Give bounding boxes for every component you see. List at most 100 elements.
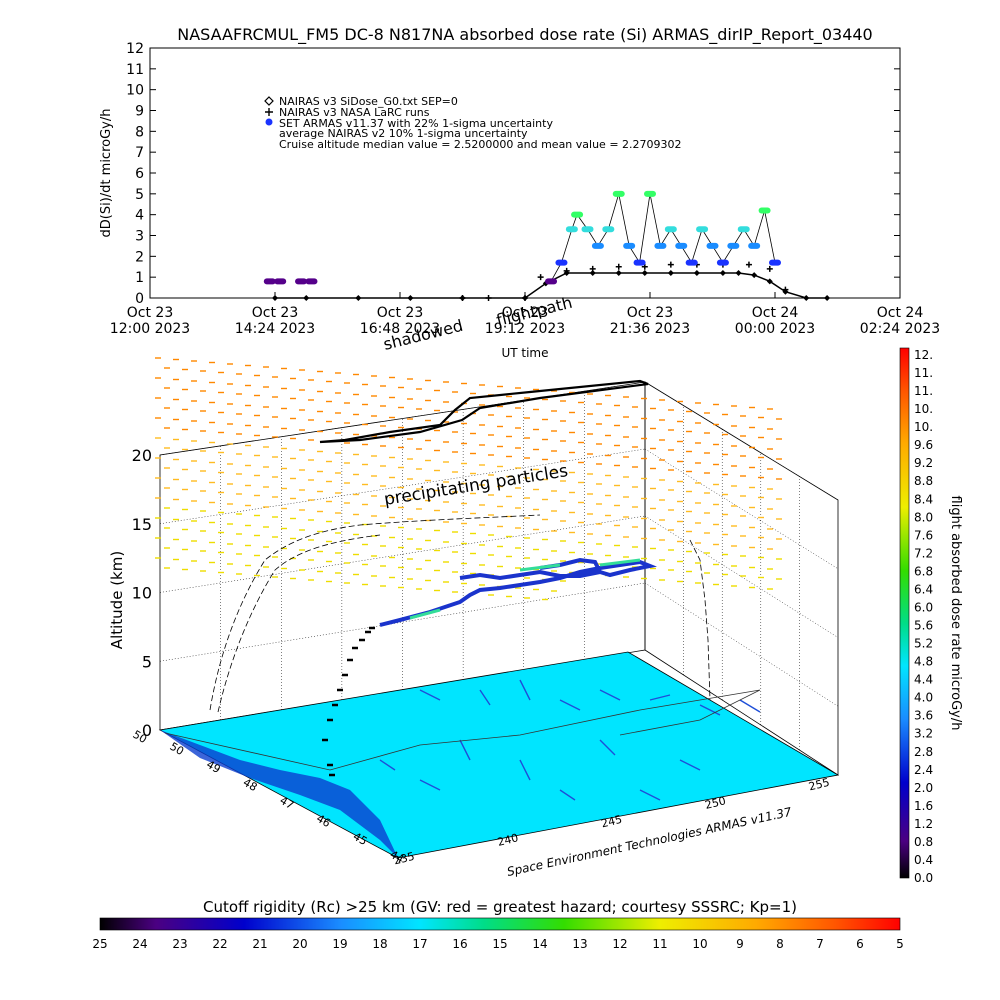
armas-point xyxy=(263,278,276,285)
dose-colorbar-tick: 3.2 xyxy=(914,727,933,741)
y-tick-label: 11 xyxy=(126,62,144,78)
armas-point xyxy=(591,242,604,249)
diamond-point xyxy=(272,295,278,301)
plus-point xyxy=(766,265,773,272)
rigidity-colorbar-tick: 10 xyxy=(692,937,707,951)
plus-point xyxy=(537,274,544,281)
x-tick-label-date: Oct 23 xyxy=(627,305,673,321)
top-data-marks xyxy=(263,190,831,301)
legend-entry-cruise-stats: Cruise altitude median value = 2.5200000… xyxy=(279,138,682,151)
precipitating-particles-label: precipitating particles xyxy=(383,461,570,510)
dose-colorbar-tick: 9.2 xyxy=(914,456,933,470)
dose-colorbar-tick: 6.4 xyxy=(914,582,933,596)
y-tick-label: 10 xyxy=(126,83,144,99)
legend-entry-larc: NAIRAS v3 NASA LaRC runs xyxy=(279,106,430,119)
flight-path-3d-highlight xyxy=(409,558,641,620)
shadow-path-left-2 xyxy=(217,534,381,713)
y-tick-label: 6 xyxy=(135,166,144,182)
diamond-point xyxy=(735,270,742,276)
diamond-point xyxy=(824,295,831,301)
dose-colorbar-tick: 7.6 xyxy=(914,528,933,542)
x-tick-label-time: 12:00 2023 xyxy=(110,321,190,337)
rigidity-colorbar-tick: 17 xyxy=(412,937,427,951)
x-tick-label-3d: 250 xyxy=(704,794,728,812)
diamond-point xyxy=(751,272,758,279)
z-axis-label: Altitude (km) xyxy=(108,551,126,649)
z-axis-ticks: 0 5 10 15 20 xyxy=(132,446,152,740)
legend-armas-marker xyxy=(265,118,273,126)
armas-point xyxy=(654,242,667,249)
plus-point xyxy=(641,263,648,270)
diamond-point xyxy=(766,278,773,285)
shadow-path-left xyxy=(209,514,541,711)
ground-track xyxy=(164,689,761,771)
armas-point xyxy=(706,242,719,249)
dose-colorbar xyxy=(899,347,910,879)
y-tick-label-3d: 50 xyxy=(167,740,186,758)
rigidity-colorbar-tick: 6 xyxy=(856,937,864,951)
y-tick-label-3d: 46 xyxy=(314,812,333,830)
3d-panel: 0 5 10 15 20 Altitude (km) 235 240 245 250 255 4… xyxy=(108,357,840,879)
armas-point xyxy=(644,190,656,197)
rigidity-colorbar-tick: 22 xyxy=(212,937,227,951)
z-tick-label: 10 xyxy=(132,584,152,603)
diamond-point xyxy=(641,270,648,276)
rigidity-colorbar-tick: 25 xyxy=(92,937,107,951)
dose-colorbar-ticks: 12. 11. 11. 10. 10. 9.6 9.2 8.8 8.4 8.0 7.6 7.2 6.8 6… xyxy=(914,348,933,885)
armas-point xyxy=(581,226,594,233)
climb-marks xyxy=(322,626,375,777)
z-tick-label: 20 xyxy=(132,446,152,465)
top-projection-path xyxy=(319,379,649,444)
x-tick-label-3d: 240 xyxy=(496,831,520,849)
series-nairas-v3-line xyxy=(275,272,828,299)
y-tick-label-3d: 50 xyxy=(130,728,149,746)
y-tick-label-3d: 48 xyxy=(241,776,260,794)
diamond-point xyxy=(667,270,674,276)
ground-plane xyxy=(158,651,840,859)
particle-field xyxy=(155,357,782,601)
rigidity-colorbar-tick: 9 xyxy=(736,937,744,951)
rigidity-colorbar xyxy=(99,917,901,931)
x-tick-label-date: Oct 24 xyxy=(752,305,799,321)
armas-point xyxy=(612,190,625,197)
rigidity-colorbar-tick: 14 xyxy=(532,937,547,951)
rigidity-colorbar-tick: 15 xyxy=(492,937,507,951)
dose-colorbar-tick: 4.4 xyxy=(914,673,933,687)
x-tick-label-3d: 245 xyxy=(600,813,624,831)
plus-point xyxy=(745,261,752,268)
armas-point xyxy=(748,242,761,249)
plus-point xyxy=(485,295,492,301)
armas-point xyxy=(274,278,287,285)
legend-diamond-marker xyxy=(264,96,274,106)
diamond-point xyxy=(589,270,596,276)
legend-entry-nairas-v3: NAIRAS v3 SiDose_G0.txt SEP=0 xyxy=(279,95,458,108)
rigidity-colorbar-label: Cutoff rigidity (Rc) >25 km (GV: red = g… xyxy=(203,898,797,916)
armas-point xyxy=(295,278,308,285)
plus-point xyxy=(459,295,466,301)
x-tick-label-time: 14:24 2023 xyxy=(235,321,315,337)
rigidity-colorbar-tick: 5 xyxy=(896,937,904,951)
armas-point xyxy=(716,259,729,266)
dose-colorbar-tick: 10. xyxy=(914,420,933,434)
diamond-point xyxy=(803,295,810,301)
rigidity-colorbar-ticks: 25 24 23 22 21 20 19 18 17 16 15 14 13 12 11 10 9 8 7 6 5 xyxy=(92,937,903,951)
y-tick-label: 4 xyxy=(135,208,144,224)
dose-colorbar-tick: 6.0 xyxy=(914,600,933,614)
armas-point xyxy=(545,278,558,285)
plus-point xyxy=(589,265,596,272)
legend: NAIRAS v3 SiDose_G0.txt SEP=0 NAIRAS v3 … xyxy=(264,95,682,151)
armas-point xyxy=(737,226,750,233)
shadow-path-right xyxy=(689,539,711,701)
dose-colorbar-tick: 0.0 xyxy=(914,871,933,885)
rigidity-colorbar-tick: 21 xyxy=(252,937,267,951)
z-tick-label: 0 xyxy=(142,721,152,740)
dose-colorbar-tick: 0.4 xyxy=(914,853,933,867)
armas-point xyxy=(758,207,771,214)
rigidity-colorbar-tick: 7 xyxy=(816,937,824,951)
armas-point xyxy=(664,226,677,233)
armas-point xyxy=(696,226,709,233)
z-tick-label: 5 xyxy=(142,652,152,671)
y-tick-label-3d: 45 xyxy=(351,830,370,848)
dose-colorbar-tick: 4.0 xyxy=(914,691,933,705)
